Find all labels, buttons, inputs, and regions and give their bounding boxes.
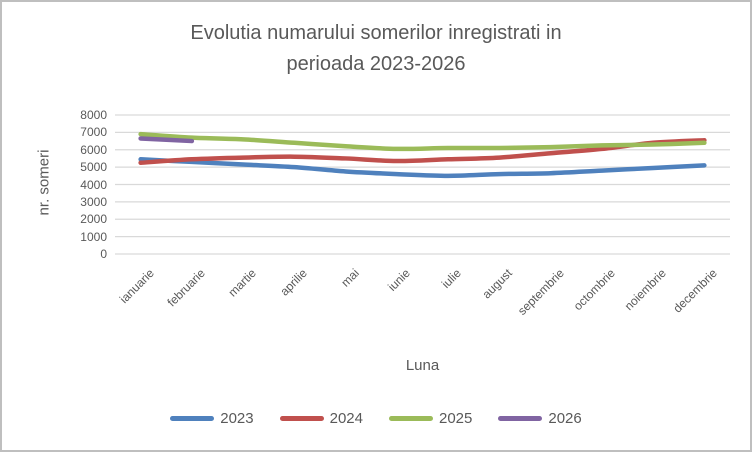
legend-marker-2025 <box>389 416 433 421</box>
series-line-2023 <box>138 157 707 179</box>
series-line-2024 <box>138 137 707 166</box>
y-tick-label-5000: 5000 <box>80 160 107 175</box>
series-line-2025 <box>138 131 707 152</box>
chart-title: Evolutia numarului somerilor inregistrat… <box>2 18 750 80</box>
chart-title-line2: perioada 2023-2026 <box>286 53 466 75</box>
y-tick-label-3000: 3000 <box>80 194 107 209</box>
chart-legend: 2023 2024 2025 2026 <box>2 410 750 427</box>
legend-marker-2023 <box>170 416 215 421</box>
y-tick-label-6000: 6000 <box>80 142 107 157</box>
y-tick-label-1000: 1000 <box>80 229 107 244</box>
legend-label-2026: 2026 <box>548 410 582 427</box>
legend-label-2023: 2023 <box>220 410 254 427</box>
y-tick-label-4000: 4000 <box>80 177 107 192</box>
legend-item-2023: 2023 <box>170 410 254 427</box>
legend-marker-2024 <box>279 416 324 421</box>
y-tick-label-8000: 8000 <box>80 108 107 122</box>
y-tick-label-2000: 2000 <box>80 212 107 227</box>
y-tick-label-0: 0 <box>100 247 107 261</box>
legend-item-2025: 2025 <box>389 410 472 427</box>
legend-item-2026: 2026 <box>498 410 582 427</box>
x-axis-title: Luna <box>405 357 440 374</box>
chart-title-line1: Evolutia numarului somerilor inregistrat… <box>190 22 562 44</box>
legend-label-2025: 2025 <box>439 410 473 427</box>
y-tick-label-7000: 7000 <box>80 125 107 140</box>
series-line-2026 <box>138 136 195 144</box>
legend-label-2024: 2024 <box>329 410 363 427</box>
legend-marker-2026 <box>498 416 543 421</box>
legend-item-2024: 2024 <box>279 410 363 427</box>
